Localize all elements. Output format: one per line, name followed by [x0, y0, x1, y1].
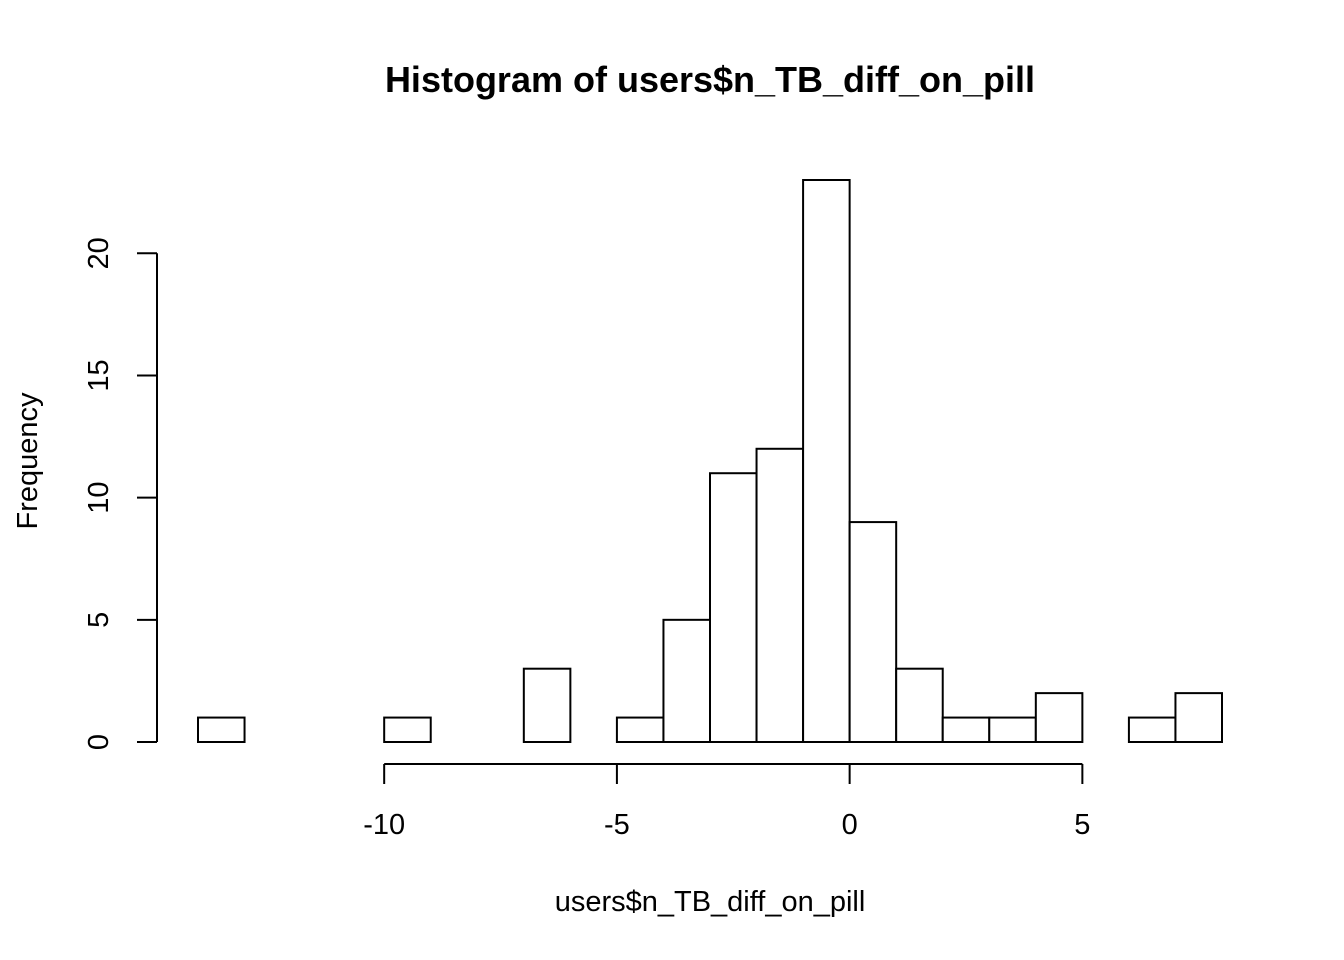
histogram-bar	[895, 667, 944, 744]
histogram-bar	[662, 618, 711, 744]
x-tick-label: 5	[1074, 809, 1090, 841]
x-axis: -10 -5 0 5	[363, 763, 1090, 841]
y-tick-label: 20	[83, 237, 115, 269]
y-axis: 0 5 10 15 20	[83, 237, 158, 750]
x-axis-label: users$n_TB_diff_on_pill	[555, 886, 866, 918]
histogram-bars	[197, 179, 1224, 744]
histogram-bar	[988, 716, 1037, 744]
histogram-bar	[615, 716, 665, 744]
x-tick-label: -5	[604, 809, 630, 841]
histogram-bar	[802, 179, 851, 743]
y-tick-label: 5	[83, 612, 115, 628]
y-tick-label: 0	[83, 734, 115, 750]
x-tick-label: -10	[363, 809, 405, 841]
histogram-bar	[1127, 716, 1177, 744]
histogram-bar	[941, 716, 991, 744]
histogram-bar	[755, 447, 805, 743]
histogram-bar	[1034, 692, 1084, 743]
chart-title: Histogram of users$n_TB_diff_on_pill	[385, 59, 1035, 100]
histogram-bar	[522, 667, 572, 744]
y-axis-label: Frequency	[12, 392, 44, 530]
histogram-bar	[709, 472, 758, 743]
histogram-bar	[848, 521, 898, 744]
histogram-bar	[197, 716, 246, 744]
y-tick-label: 15	[83, 359, 115, 391]
y-tick-label: 10	[83, 482, 115, 514]
x-tick-label: 0	[842, 809, 858, 841]
histogram-bar	[1174, 692, 1224, 743]
histogram-bar	[383, 716, 432, 744]
